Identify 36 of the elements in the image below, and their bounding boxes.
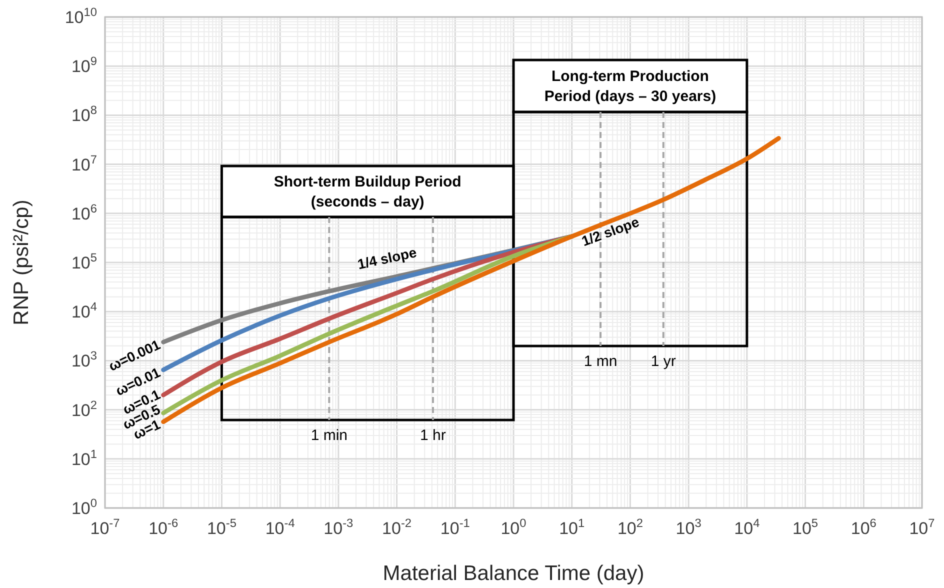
y-tick-label: 10$^{10}$ [64, 5, 98, 27]
x-tick-label: 10$^{7}$ [909, 516, 936, 538]
y-tick-label: 10$^{7}$ [71, 152, 98, 174]
x-tick-label: 10$^{3}$ [676, 516, 702, 538]
band-label: Short-term Buildup Period (seconds – day) [274, 174, 462, 210]
annotation: 1/2 slope [579, 213, 642, 250]
y-tick-label: 10$^{4}$ [71, 300, 98, 322]
x-tick-label: 10$^{-4}$ [265, 516, 296, 538]
x-axis-title: Material Balance Time (day) [382, 562, 644, 585]
y-tick-label: 10$^{6}$ [71, 201, 98, 224]
ref-line-label: 1 yr [650, 353, 676, 370]
y-tick-label: 10$^{8}$ [71, 103, 98, 126]
x-tick-label: 10$^{0}$ [500, 516, 527, 538]
x-tick-label: 10$^{-2}$ [382, 516, 412, 538]
y-tick-label: 10$^{9}$ [71, 54, 98, 76]
x-tick-label: 10$^{5}$ [792, 516, 818, 538]
x-tick-label: 10$^{6}$ [850, 516, 877, 538]
y-tick-label: 10$^{3}$ [71, 348, 98, 371]
x-tick-label: 10$^{-7}$ [90, 516, 120, 538]
x-tick-label: 10$^{2}$ [617, 516, 644, 538]
ref-line-label: 1 hr [420, 427, 446, 444]
band-label: Long-term Production Period (days – 30 years) [544, 68, 716, 105]
y-tick-label: 10$^{5}$ [71, 250, 98, 272]
x-tick-label: 10$^{-6}$ [148, 516, 178, 538]
ref-line-label: 1 mn [584, 353, 618, 370]
x-tick-label: 10$^{4}$ [734, 516, 760, 538]
y-axis-title: RNP (psi²/cp) [10, 200, 33, 326]
y-tick-label: 10$^{2}$ [71, 398, 98, 420]
x-tick-label: 10$^{-1}$ [440, 516, 470, 538]
x-tick-label: 10$^{1}$ [559, 516, 586, 538]
x-tick-label: 10$^{-3}$ [324, 516, 354, 538]
x-tick-label: 10$^{-5}$ [206, 516, 237, 538]
y-tick-label: 10$^{0}$ [71, 496, 98, 518]
ref-line-label: 1 min [310, 427, 348, 444]
y-tick-label: 10$^{1}$ [71, 446, 98, 469]
annotation: 1/4 slope [356, 244, 418, 272]
